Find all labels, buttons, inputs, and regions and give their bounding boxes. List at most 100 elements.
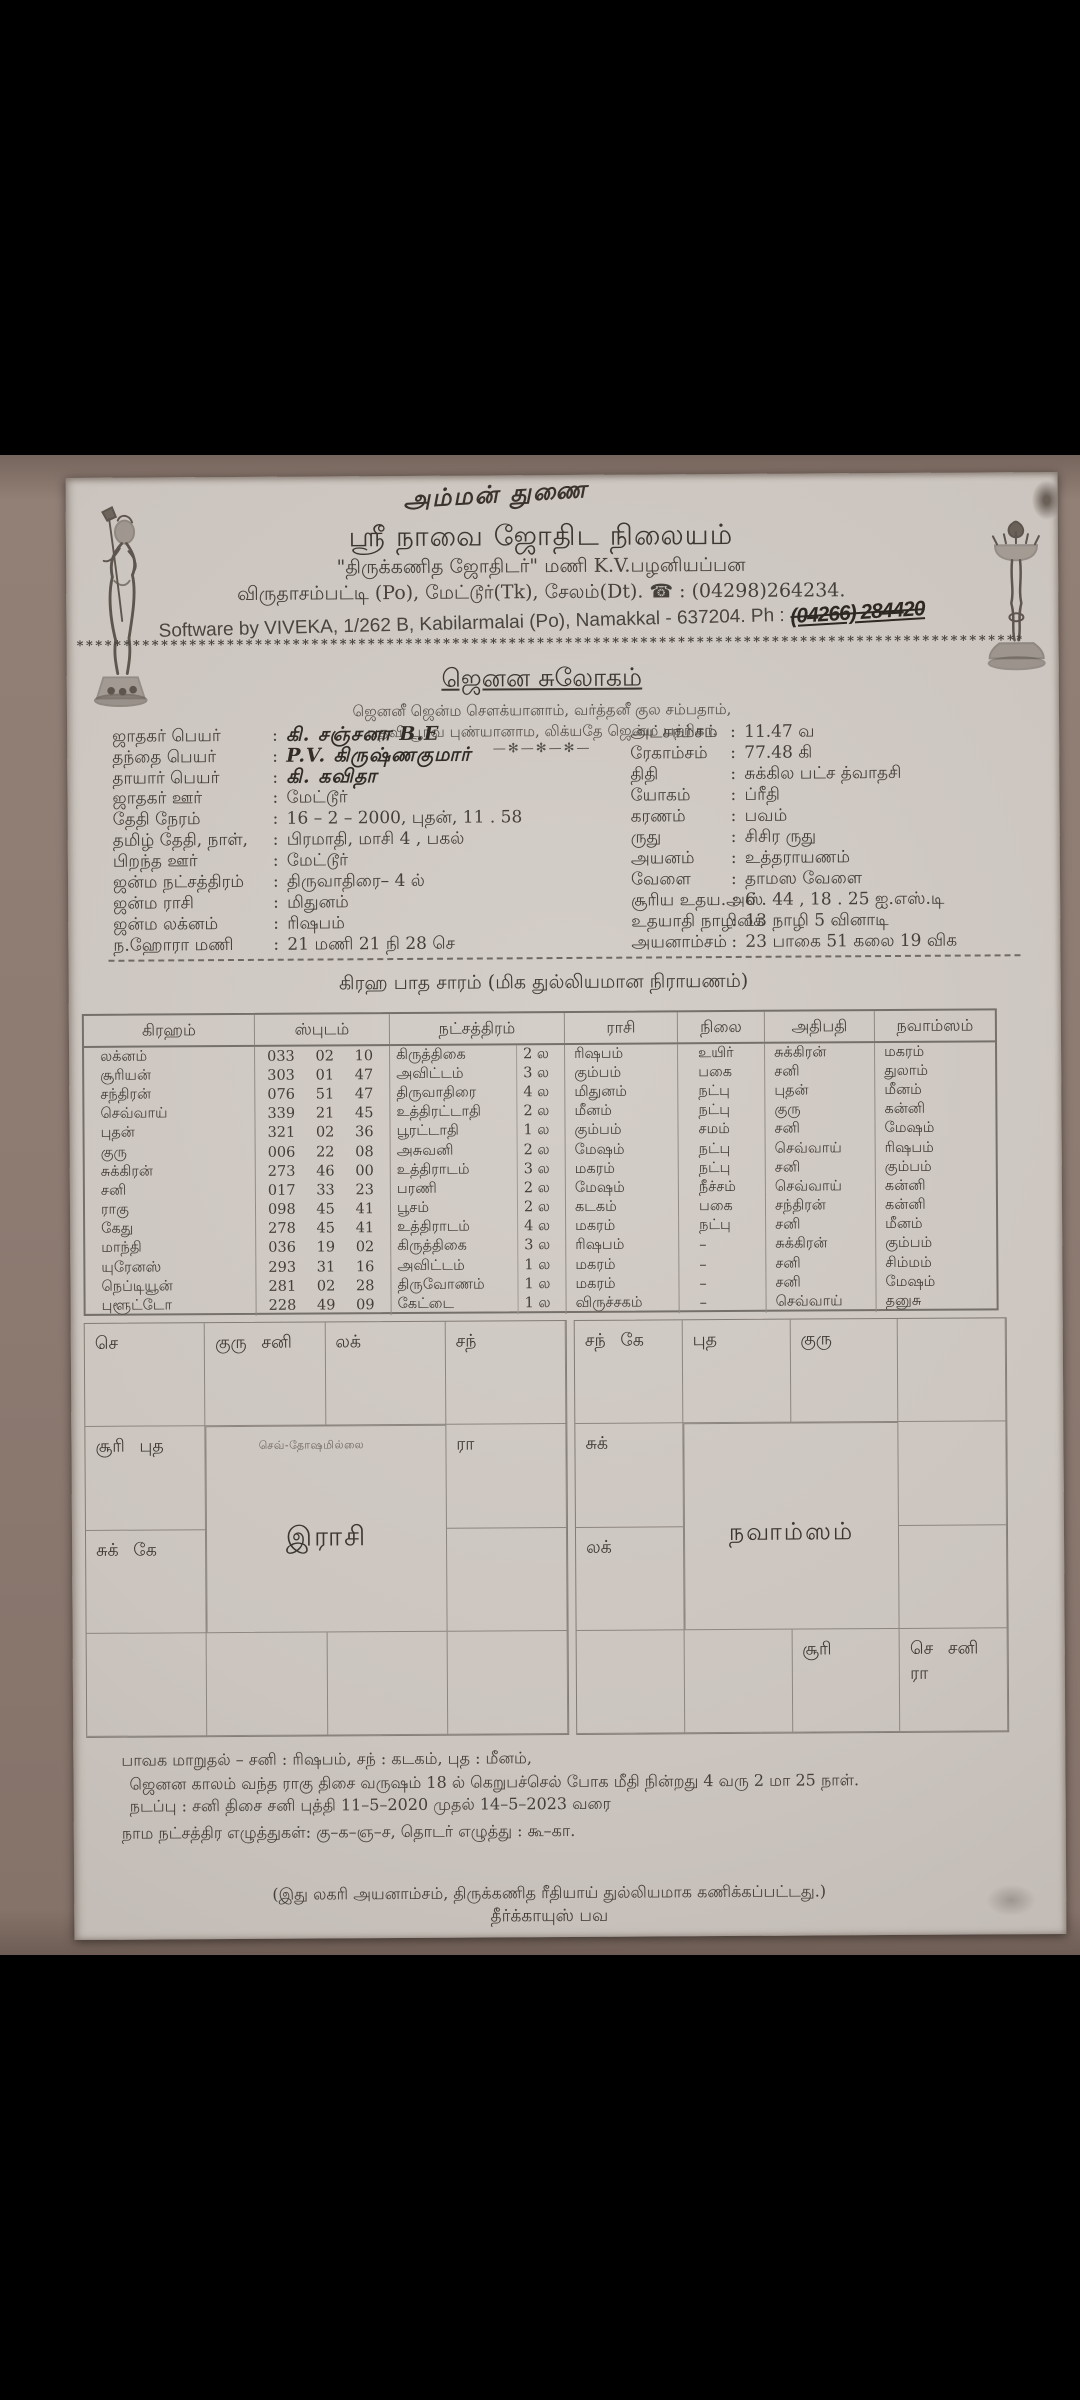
cell-rasi: கும்பம் xyxy=(564,1121,678,1141)
detail-colon: : xyxy=(272,725,278,746)
nakshatra-pada: 2 ல xyxy=(516,1102,565,1123)
nakshatra-pada: 4 ல xyxy=(516,1083,565,1103)
col-header-rasi: ராசி xyxy=(563,1012,678,1044)
rasi-chart-cell: குரு சனி xyxy=(204,1322,326,1427)
detail-label: அட்சாம்சம் xyxy=(630,722,718,743)
detail-value: மேட்டூர் xyxy=(286,787,348,808)
cell-rasi: மீனம் xyxy=(564,1101,678,1122)
sputa-min: 33 xyxy=(316,1182,335,1199)
cell-athipathi: சனி xyxy=(764,1158,875,1179)
cell-navamsam: கன்னி xyxy=(874,1176,996,1197)
detail-colon: : xyxy=(272,746,279,767)
col-header-navamsam: நவாம்ஸம் xyxy=(873,1010,995,1042)
detail-value: மேட்டூர் xyxy=(286,850,349,871)
detail-value: கி. கவிதா xyxy=(286,765,378,788)
birth-sloka-heading: ஜெனன சுலோகம் xyxy=(67,660,1017,699)
planet-position-table: கிரஹம் ஸ்புடம் நட்சத்திரம் ராசி நிலை அதி… xyxy=(81,1008,999,1316)
cell-athipathi: சந்திரன் xyxy=(764,1196,876,1217)
detail-value: மிதுனம் xyxy=(287,892,349,913)
cell-athipathi: சனி xyxy=(764,1119,875,1140)
detail-label: தாயார் பெயர் xyxy=(112,768,220,789)
cell-nakshatra: பூரட்டாதி 1 ல xyxy=(389,1121,565,1143)
detail-row: அயனாம்சம்:23 பாகை 51 கலை 19 விக xyxy=(631,930,1051,954)
detail-colon: : xyxy=(731,910,738,931)
nakshatra-name: அவிட்டம் xyxy=(396,1065,464,1082)
cell-navamsam: ரிஷபம் xyxy=(874,1138,996,1159)
nakshatra-name: உத்திரட்டாதி xyxy=(396,1103,481,1121)
cell-nilai: நட்பு xyxy=(678,1216,766,1237)
sputa-deg: 033 xyxy=(267,1048,295,1065)
cell-graha: மாந்தி xyxy=(101,1240,142,1257)
detail-value: திருவாதிரை– 4 ல் xyxy=(286,870,425,892)
sputa-sec: 41 xyxy=(355,1201,375,1218)
detail-colon: : xyxy=(273,913,280,934)
detail-row: ஜாதகர் பெயர்: கி. சஞ்சனா B.E xyxy=(112,723,592,747)
nakshatra-pada: 2 ல xyxy=(516,1198,566,1218)
ayanamsa-accuracy-note: (இது லகரி அயனாம்சம், திருக்கணித ரீதியாய்… xyxy=(272,1881,827,1904)
sputa-min: 49 xyxy=(316,1297,336,1314)
detail-value: ப்ரீதி xyxy=(744,784,780,805)
nakshatra-pada: 2 ல xyxy=(516,1045,565,1065)
nakshatra-pada: 2 ல xyxy=(516,1140,565,1161)
sputa-deg: 278 xyxy=(268,1220,296,1238)
cell-rasi: ரிஷபம் xyxy=(564,1044,678,1065)
cell-sputa: 228 49 09 xyxy=(255,1295,391,1316)
cell-sputa: 293 31 16 xyxy=(255,1257,391,1278)
nakshatra-pada: 3 ல xyxy=(517,1236,566,1257)
sputa-min: 21 xyxy=(315,1105,335,1122)
detail-row: ருது: சிசிர ருது xyxy=(631,825,1051,849)
navamsa-chart-cell xyxy=(899,1524,1008,1629)
col-header-athipathi: அதிபதி xyxy=(763,1011,874,1042)
cell-nilai: நட்பு xyxy=(677,1101,765,1122)
navamsa-chart-center: நவாம்ஸம் xyxy=(683,1422,900,1631)
cell-sputa: 006 22 08 xyxy=(254,1142,390,1163)
sputa-min: 01 xyxy=(315,1067,335,1084)
detail-row: ஜாதகர் ஊர்: மேட்டூர் xyxy=(112,786,592,810)
sputa-sec: 16 xyxy=(355,1258,375,1275)
navamsa-chart-cell xyxy=(898,1421,1007,1526)
cell-navamsam: மீனம் xyxy=(875,1215,997,1235)
sputa-min: 46 xyxy=(316,1163,335,1180)
sputa-deg: 036 xyxy=(268,1240,296,1257)
horoscope-photo[interactable]: அம்மன் துணை ஸ்ரீ நாவை ஜோதிட நிலையம் "திர… xyxy=(0,455,1080,1955)
detail-colon: : xyxy=(730,805,737,826)
detail-colon: : xyxy=(273,934,280,955)
sputa-sec: 45 xyxy=(354,1105,374,1122)
detail-row: தாயார் பெயர்: கி. கவிதா xyxy=(112,765,592,789)
cell-nakshatra: உத்திராடம் 4 ல xyxy=(390,1217,566,1238)
current-dasa-line: நடப்பு : சனி திசை சனி புத்தி 11–5–2020 ம… xyxy=(129,1793,611,1816)
detail-colon: : xyxy=(730,826,737,847)
nakshatra-name: பூரட்டாதி xyxy=(396,1122,459,1140)
navamsa-chart: சந் கே புத குரு சுக் லக் xyxy=(573,1317,1010,1735)
detail-value: தாமஸ வேளை xyxy=(744,868,863,889)
horoscope-paper: அம்மன் துணை ஸ்ரீ நாவை ஜோதிட நிலையம் "திர… xyxy=(65,471,1067,1941)
cell-athipathi: குரு xyxy=(764,1100,875,1121)
nakshatra-name: பரணி xyxy=(396,1180,437,1197)
detail-value: 16 – 2 – 2000, புதன், 11 . 58 xyxy=(286,807,523,829)
col-header-graha: கிரஹம் xyxy=(141,1019,196,1040)
detail-value: சுக்கில பட்ச த்வாதசி xyxy=(744,762,902,784)
sputa-deg: 006 xyxy=(267,1144,296,1161)
nakshatra-pada: 3 ல xyxy=(516,1064,565,1084)
birth-details-right-column: அட்சாம்சம்:11.47 வ ரேகாம்சம்:77.48 கி தி… xyxy=(630,720,1051,954)
photo-corner-smudge xyxy=(1031,479,1062,521)
navamsa-chart-cell xyxy=(576,1630,685,1734)
cell-navamsam: கும்பம் xyxy=(875,1234,997,1255)
detail-label: உதயாதி நாழிகை xyxy=(631,910,765,932)
deity-statue-illustration xyxy=(94,506,148,708)
detail-label: திதி xyxy=(630,764,659,785)
detail-row: ஜன்ம ராசி: மிதுனம் xyxy=(113,891,593,915)
cell-nakshatra: அவிட்டம் 1 ல xyxy=(390,1256,566,1277)
rasi-chart-cell: சுக் கே xyxy=(85,1529,207,1634)
sputa-min: 19 xyxy=(316,1239,336,1256)
nakshatra-name: உத்திராடம் xyxy=(397,1218,470,1236)
detail-label: ஜாதகர் ஊர் xyxy=(112,788,203,809)
cell-sputa: 303 01 47 xyxy=(254,1065,390,1086)
sputa-deg: 098 xyxy=(267,1201,296,1218)
cell-nilai: பகை xyxy=(677,1062,765,1083)
rasi-chart-cell xyxy=(446,1527,568,1632)
detail-row: தந்தை பெயர்: P.V. கிருஷ்ணகுமார் xyxy=(112,744,592,768)
cell-graha: புளூட்டோ xyxy=(101,1297,173,1314)
cell-graha: சுக்கிரன் xyxy=(100,1163,154,1180)
